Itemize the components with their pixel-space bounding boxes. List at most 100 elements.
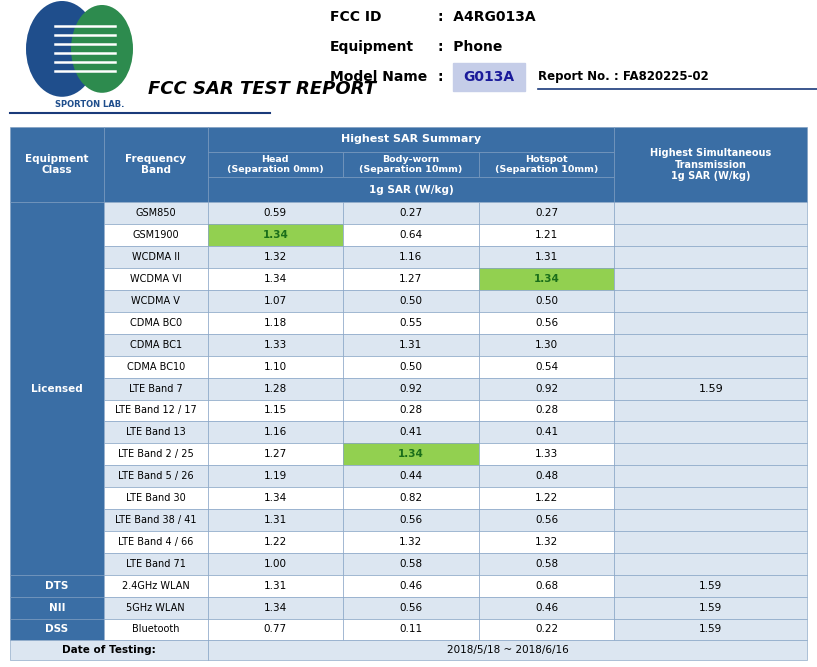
Bar	[208, 224, 343, 246]
Bar	[208, 246, 343, 268]
Bar	[614, 553, 807, 575]
Text: LTE Band 30: LTE Band 30	[126, 493, 185, 503]
Bar	[479, 575, 614, 596]
Text: 0.64: 0.64	[400, 230, 422, 240]
Bar	[343, 465, 479, 487]
Bar	[208, 422, 343, 444]
Bar	[104, 312, 208, 334]
Bar	[10, 575, 104, 596]
Bar	[104, 246, 208, 268]
Bar	[343, 312, 479, 334]
Text: 5GHz WLAN: 5GHz WLAN	[127, 602, 185, 612]
Bar	[10, 618, 104, 640]
Text: 1.32: 1.32	[264, 252, 287, 262]
Bar	[104, 422, 208, 444]
Bar	[208, 268, 343, 290]
Bar	[208, 202, 343, 224]
Bar	[614, 465, 807, 487]
Bar	[479, 444, 614, 465]
Text: WCDMA V: WCDMA V	[132, 296, 181, 306]
Bar	[479, 202, 614, 224]
Bar	[343, 246, 479, 268]
Bar	[479, 422, 614, 444]
Bar	[479, 487, 614, 509]
Text: 1.31: 1.31	[264, 515, 287, 525]
Bar	[343, 400, 479, 422]
Text: 0.28: 0.28	[535, 406, 558, 416]
Bar	[614, 224, 807, 246]
Text: 1.31: 1.31	[264, 581, 287, 591]
Bar	[343, 290, 479, 312]
Text: DTS: DTS	[45, 581, 69, 591]
Bar	[479, 553, 614, 575]
Text: 0.56: 0.56	[535, 318, 558, 328]
Text: GSM1900: GSM1900	[132, 230, 179, 240]
Bar	[343, 509, 479, 531]
Text: 1.32: 1.32	[400, 537, 422, 547]
Bar	[104, 202, 208, 224]
Bar	[479, 312, 614, 334]
Text: 1.33: 1.33	[535, 450, 558, 460]
Text: G013A: G013A	[463, 70, 515, 84]
Text: 0.50: 0.50	[400, 362, 422, 372]
Text: 0.68: 0.68	[535, 581, 558, 591]
Bar	[614, 444, 807, 465]
Text: GSM850: GSM850	[136, 208, 176, 218]
Bar	[208, 575, 343, 596]
Text: 0.56: 0.56	[535, 515, 558, 525]
Bar	[104, 400, 208, 422]
Text: 1.28: 1.28	[264, 384, 287, 394]
Text: 1.34: 1.34	[264, 493, 287, 503]
Bar	[104, 509, 208, 531]
Bar	[10, 202, 104, 575]
Text: 2.4GHz WLAN: 2.4GHz WLAN	[122, 581, 190, 591]
Text: CDMA BC10: CDMA BC10	[127, 362, 185, 372]
Bar	[343, 334, 479, 356]
Text: DSS: DSS	[45, 624, 69, 634]
Text: SPORTON LAB.: SPORTON LAB.	[55, 100, 124, 109]
Text: 1.34: 1.34	[264, 602, 287, 612]
Bar	[208, 444, 343, 465]
Text: 0.46: 0.46	[400, 581, 422, 591]
Bar	[208, 487, 343, 509]
Bar	[614, 378, 807, 400]
Bar	[343, 553, 479, 575]
Bar	[104, 596, 208, 618]
Bar	[208, 127, 614, 152]
Bar	[343, 378, 479, 400]
Text: 0.54: 0.54	[535, 362, 558, 372]
Text: 1.22: 1.22	[264, 537, 287, 547]
Bar	[208, 618, 343, 640]
Text: Head
(Separation 0mm): Head (Separation 0mm)	[227, 155, 324, 174]
Text: 1.27: 1.27	[400, 274, 422, 284]
Bar	[208, 312, 343, 334]
Bar	[104, 531, 208, 553]
Bar	[614, 575, 807, 596]
Bar	[479, 618, 614, 640]
Text: 0.82: 0.82	[400, 493, 422, 503]
Text: LTE Band 7: LTE Band 7	[129, 384, 183, 394]
Text: Hotspot
(Separation 10mm): Hotspot (Separation 10mm)	[495, 155, 598, 174]
Text: 1.00: 1.00	[264, 559, 287, 569]
Bar	[208, 640, 807, 660]
Bar	[208, 334, 343, 356]
Bar	[208, 531, 343, 553]
Text: LTE Band 5 / 26: LTE Band 5 / 26	[118, 471, 194, 481]
Text: 1.34: 1.34	[534, 274, 560, 284]
Bar	[104, 127, 208, 202]
Text: 0.50: 0.50	[400, 296, 422, 306]
Text: 0.48: 0.48	[535, 471, 558, 481]
Ellipse shape	[71, 5, 133, 93]
Bar	[10, 596, 104, 618]
Text: 1.59: 1.59	[699, 602, 722, 612]
Bar	[479, 334, 614, 356]
Bar	[208, 596, 343, 618]
Bar	[104, 334, 208, 356]
Text: :: :	[438, 70, 444, 84]
Text: 0.27: 0.27	[535, 208, 558, 218]
Text: 1.34: 1.34	[262, 230, 288, 240]
Text: 0.46: 0.46	[535, 602, 558, 612]
Text: LTE Band 71: LTE Band 71	[126, 559, 185, 569]
Text: 1.22: 1.22	[535, 493, 558, 503]
Text: 1.33: 1.33	[264, 340, 287, 350]
